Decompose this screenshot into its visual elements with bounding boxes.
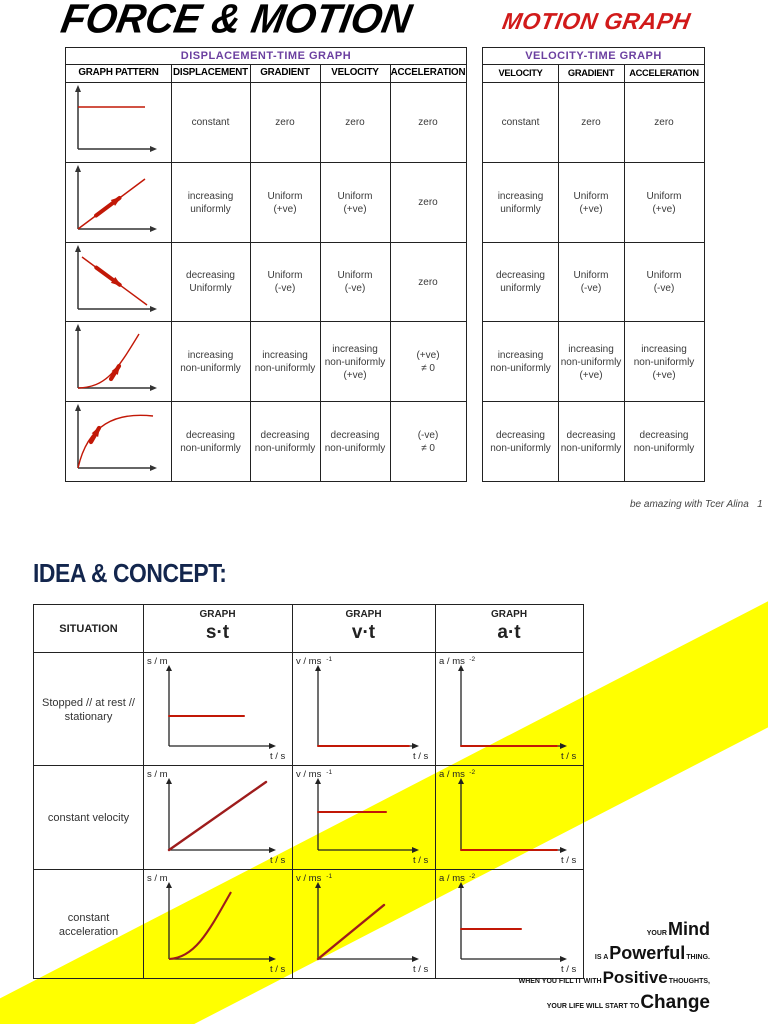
svg-text:t / s: t / s (413, 751, 429, 762)
svg-text:t / s: t / s (270, 855, 286, 866)
svg-text:s / m: s / m (147, 656, 168, 667)
svg-text:-1: -1 (326, 656, 332, 663)
svg-text:s / m: s / m (147, 873, 168, 884)
svg-text:-2: -2 (469, 656, 475, 663)
svg-text:t / s: t / s (270, 751, 286, 762)
svg-text:v / ms: v / ms (296, 769, 322, 780)
svg-text:-2: -2 (469, 769, 475, 776)
svg-text:-1: -1 (326, 769, 332, 776)
svg-text:v / ms: v / ms (296, 873, 322, 884)
svg-text:t / s: t / s (561, 855, 577, 866)
svg-text:a / ms: a / ms (439, 769, 465, 780)
svg-text:s / m: s / m (147, 769, 168, 780)
svg-text:a / ms: a / ms (439, 656, 465, 667)
svg-text:-1: -1 (326, 873, 332, 880)
svg-text:a / ms: a / ms (439, 873, 465, 884)
svg-text:t / s: t / s (270, 964, 286, 975)
svg-text:t / s: t / s (413, 964, 429, 975)
svg-text:v / ms: v / ms (296, 656, 322, 667)
svg-text:-2: -2 (469, 873, 475, 880)
svg-text:t / s: t / s (561, 751, 577, 762)
svg-text:t / s: t / s (413, 855, 429, 866)
